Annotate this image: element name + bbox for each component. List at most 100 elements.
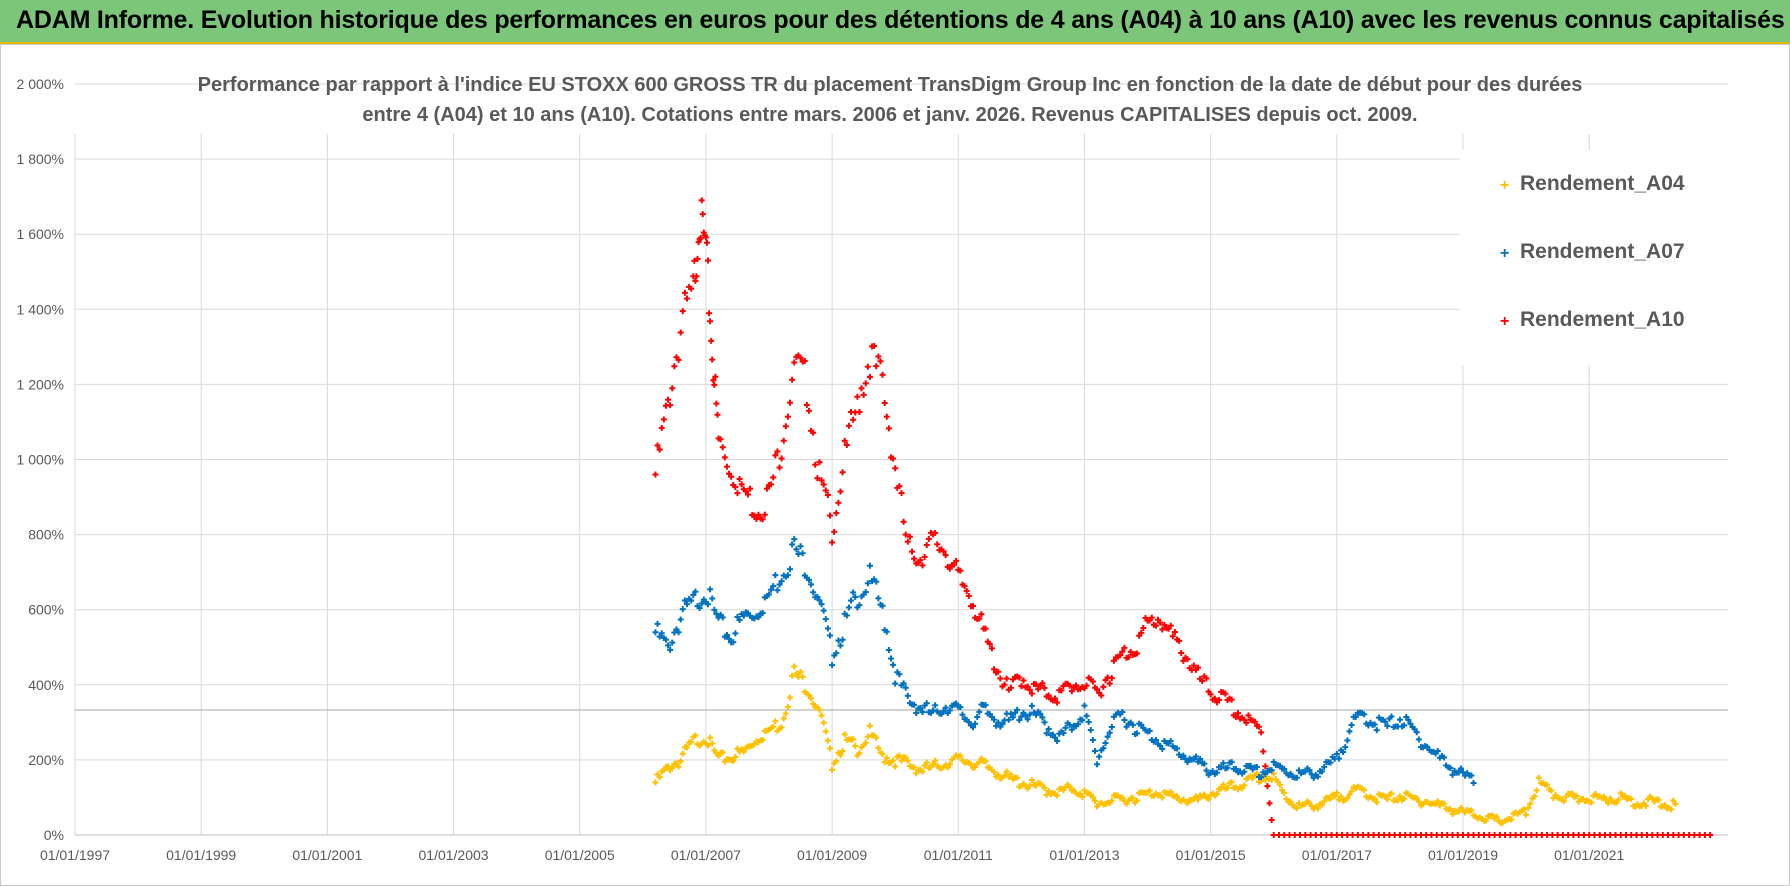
data-point bbox=[1146, 787, 1153, 794]
data-point bbox=[820, 719, 827, 726]
data-point bbox=[1253, 763, 1260, 770]
data-point bbox=[1152, 622, 1159, 629]
data-point bbox=[1659, 832, 1666, 838]
data-point bbox=[1314, 805, 1321, 812]
data-point bbox=[782, 710, 789, 717]
data-point bbox=[1123, 800, 1130, 807]
data-point bbox=[978, 611, 985, 618]
data-point bbox=[906, 533, 913, 540]
data-point bbox=[675, 356, 682, 363]
data-point bbox=[711, 606, 718, 613]
data-point bbox=[1686, 832, 1693, 838]
data-point bbox=[1085, 718, 1092, 725]
data-point bbox=[734, 490, 741, 497]
x-tick-label: 01/01/2009 bbox=[797, 847, 867, 863]
data-point bbox=[679, 750, 686, 757]
data-point bbox=[776, 464, 783, 471]
data-point bbox=[1176, 637, 1183, 644]
data-point bbox=[1277, 781, 1284, 788]
data-point bbox=[707, 734, 714, 741]
data-point bbox=[896, 752, 903, 759]
data-point bbox=[719, 444, 726, 451]
data-point bbox=[665, 396, 672, 403]
data-point bbox=[824, 737, 831, 744]
data-point bbox=[1171, 629, 1178, 636]
data-point bbox=[1644, 832, 1651, 838]
data-point bbox=[703, 239, 710, 246]
data-point bbox=[837, 488, 844, 495]
data-point bbox=[1274, 778, 1281, 785]
data-point bbox=[1312, 832, 1319, 838]
data-point bbox=[1228, 759, 1235, 766]
data-point bbox=[1066, 721, 1073, 728]
data-point bbox=[1253, 770, 1260, 777]
data-point bbox=[1434, 748, 1441, 755]
data-point bbox=[1544, 832, 1551, 838]
data-point bbox=[1701, 832, 1708, 838]
data-point bbox=[854, 393, 861, 400]
data-point bbox=[923, 542, 930, 549]
data-point bbox=[1026, 711, 1033, 718]
data-point bbox=[1068, 688, 1075, 695]
data-point bbox=[875, 744, 882, 751]
data-point bbox=[1491, 832, 1498, 838]
data-point bbox=[1220, 781, 1227, 788]
data-point bbox=[1361, 711, 1368, 718]
data-point bbox=[1405, 716, 1412, 723]
data-point bbox=[660, 767, 667, 774]
data-point bbox=[1339, 832, 1346, 838]
data-point bbox=[829, 539, 836, 546]
data-point bbox=[793, 546, 800, 553]
data-point bbox=[656, 446, 663, 453]
data-point bbox=[1502, 832, 1509, 838]
data-point bbox=[837, 752, 844, 759]
data-point bbox=[1138, 629, 1145, 636]
data-point bbox=[1386, 832, 1393, 838]
data-point bbox=[759, 609, 766, 616]
data-point bbox=[709, 356, 716, 363]
data-point bbox=[1670, 832, 1677, 838]
data-point bbox=[818, 601, 825, 608]
chart-title-line-1: Performance par rapport à l'indice EU ST… bbox=[197, 74, 1583, 96]
data-point bbox=[784, 703, 791, 710]
data-point bbox=[879, 602, 886, 609]
data-point bbox=[944, 764, 951, 771]
data-point bbox=[1396, 832, 1403, 838]
data-point bbox=[1190, 662, 1197, 669]
data-point bbox=[860, 391, 867, 398]
data-point bbox=[1108, 675, 1115, 682]
data-point bbox=[1314, 773, 1321, 780]
data-point bbox=[702, 234, 709, 241]
data-point bbox=[1165, 625, 1172, 632]
data-point bbox=[789, 376, 796, 383]
data-point bbox=[1348, 788, 1355, 795]
data-point bbox=[1381, 832, 1388, 838]
data-point bbox=[710, 377, 717, 384]
data-point bbox=[1104, 733, 1111, 740]
data-point bbox=[1159, 745, 1166, 752]
data-point bbox=[890, 661, 897, 668]
data-point bbox=[911, 764, 918, 771]
data-point bbox=[1201, 760, 1208, 767]
data-point bbox=[799, 673, 806, 680]
data-point bbox=[1354, 832, 1361, 838]
data-point bbox=[1096, 753, 1103, 760]
data-point bbox=[957, 704, 964, 711]
data-point bbox=[1549, 832, 1556, 838]
data-point bbox=[1570, 832, 1577, 838]
data-point bbox=[1073, 682, 1080, 689]
data-point bbox=[864, 580, 871, 587]
data-point bbox=[951, 561, 958, 568]
data-point bbox=[896, 671, 903, 678]
data-point bbox=[732, 754, 739, 761]
data-point bbox=[669, 764, 676, 771]
data-point bbox=[791, 359, 798, 366]
data-point bbox=[1218, 764, 1225, 771]
data-point bbox=[902, 684, 909, 691]
data-point bbox=[1094, 761, 1101, 768]
data-point bbox=[797, 543, 804, 550]
data-point bbox=[1617, 832, 1624, 838]
data-point bbox=[1672, 800, 1679, 807]
data-point bbox=[1125, 654, 1132, 661]
data-point bbox=[1600, 793, 1607, 800]
